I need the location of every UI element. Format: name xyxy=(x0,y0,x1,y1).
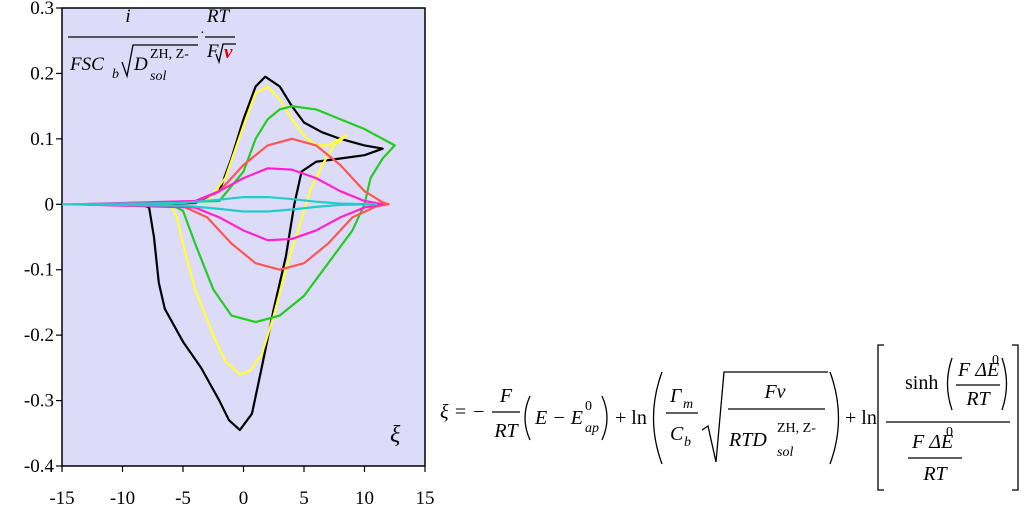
plot-area xyxy=(61,7,426,467)
x-tick-label: 0 xyxy=(239,488,249,509)
eq-part: ap xyxy=(585,421,599,436)
eq-part: sinh xyxy=(905,372,938,394)
label-part: ZH, Z- xyxy=(150,47,189,62)
series-line xyxy=(122,75,384,432)
y-tick-label: -0.1 xyxy=(24,260,54,281)
series-line xyxy=(74,167,384,242)
eq-part: E − E xyxy=(534,407,583,429)
eq-part: F ΔE xyxy=(957,359,999,381)
label-part: · xyxy=(200,26,205,41)
y-tick-label: 0 xyxy=(45,194,55,215)
eq-part: RT xyxy=(965,388,991,410)
y-tick-label: 0.2 xyxy=(30,63,54,84)
label-part: v xyxy=(224,42,233,63)
bracket xyxy=(877,344,884,491)
paren xyxy=(601,395,608,441)
x-tick-label: 5 xyxy=(299,488,309,509)
sqrt-sign xyxy=(701,371,828,463)
eq-part: F ΔE xyxy=(911,431,953,453)
eq-part: RTD xyxy=(728,429,767,451)
eq-part: ZH, Z- xyxy=(777,421,816,436)
paren xyxy=(946,357,953,411)
eq-part: 0 xyxy=(946,425,953,440)
eq-part: sol xyxy=(777,445,793,460)
series-line xyxy=(86,105,396,324)
eq-part: 0 xyxy=(585,399,592,414)
x-tick-label: 15 xyxy=(416,488,435,509)
label-part: RT xyxy=(206,6,231,27)
label-part: b xyxy=(112,67,119,82)
equation: ξ = − F RT E − E 0 ap + ln Γ m C b Fv RT… xyxy=(440,344,1019,491)
eq-part: C xyxy=(670,423,684,445)
bracket xyxy=(1012,344,1019,491)
sqrt-sign xyxy=(121,44,198,79)
eq-part: m xyxy=(683,397,693,412)
series-line xyxy=(74,137,390,271)
x-tick-label: -5 xyxy=(175,488,191,509)
x-tick-label: -15 xyxy=(49,488,74,509)
eq-part: 0 xyxy=(992,353,999,368)
y-tick-label: 0.1 xyxy=(30,129,54,150)
series-line xyxy=(122,85,348,376)
sqrt-sign xyxy=(215,43,236,65)
label-part: sol xyxy=(150,69,166,84)
label-part: F xyxy=(206,41,219,62)
paren xyxy=(652,371,663,465)
y-tick-label: 0.3 xyxy=(30,0,54,19)
eq-part: + ln xyxy=(615,407,647,429)
x-tick-label: -10 xyxy=(110,488,135,509)
paren xyxy=(829,371,840,465)
x-tick-label: 10 xyxy=(355,488,374,509)
x-axis-label: ξ xyxy=(390,422,401,448)
y-tick-label: -0.2 xyxy=(24,325,54,346)
series-line xyxy=(61,195,378,213)
eq-part: Γ xyxy=(669,385,683,407)
y-tick-label: -0.4 xyxy=(24,456,55,477)
eq-part: b xyxy=(684,435,691,450)
label-part: FSC xyxy=(69,54,104,75)
eq-part: RT xyxy=(493,420,519,442)
label-part: D xyxy=(133,54,148,75)
eq-part: + ln xyxy=(845,407,877,429)
paren xyxy=(524,395,531,441)
eq-part: F xyxy=(499,385,513,407)
eq-part: RT xyxy=(922,463,948,485)
y-axis-label: i FSC b D ZH, Z- sol · RT F v xyxy=(68,6,236,84)
curves xyxy=(61,75,396,432)
y-tick-label: -0.3 xyxy=(24,391,54,412)
label-part: i xyxy=(125,6,130,27)
paren xyxy=(1001,357,1008,411)
eq-part: ξ = − xyxy=(440,401,486,423)
eq-part: Fv xyxy=(763,381,785,403)
